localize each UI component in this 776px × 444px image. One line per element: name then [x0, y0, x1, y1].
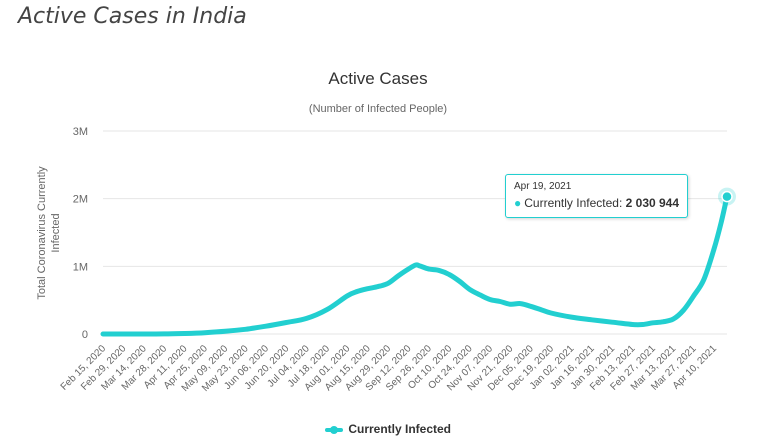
tooltip-series-dot-icon: ●: [514, 195, 522, 210]
grid-lines: [103, 130, 727, 335]
series-line-currently-infected[interactable]: [100, 194, 730, 337]
y-axis-label-line-1: Total Coronavirus Currently: [36, 166, 48, 300]
chart-subtitle: (Number of Infected People): [309, 103, 447, 115]
legend-item-currently-infected[interactable]: Currently Infected: [324, 422, 452, 436]
tooltip-series-name: Currently Infected: [524, 195, 619, 210]
legend: Currently Infected: [0, 422, 776, 436]
y-axis-label-line-2: Infected: [50, 213, 62, 252]
y-tick-label: 0: [82, 329, 88, 341]
page-title: Active Cases in India: [18, 4, 247, 29]
y-tick-label: 2M: [73, 194, 88, 206]
legend-line-icon: [324, 425, 343, 435]
tooltip: Apr 19, 2021 ● Currently Infected: 2 030 …: [505, 173, 689, 218]
tooltip-date: Apr 19, 2021: [514, 180, 572, 192]
y-axis-ticks: 0 1M 2M 3M: [73, 126, 88, 341]
y-tick-label: 3M: [73, 126, 88, 138]
chart-title: Active Cases: [328, 69, 427, 88]
tooltip-value: 2 030 944: [625, 195, 680, 210]
legend-item-label: Currently Infected: [348, 422, 452, 436]
hover-point[interactable]: [721, 190, 733, 203]
y-tick-label: 1M: [73, 261, 88, 273]
